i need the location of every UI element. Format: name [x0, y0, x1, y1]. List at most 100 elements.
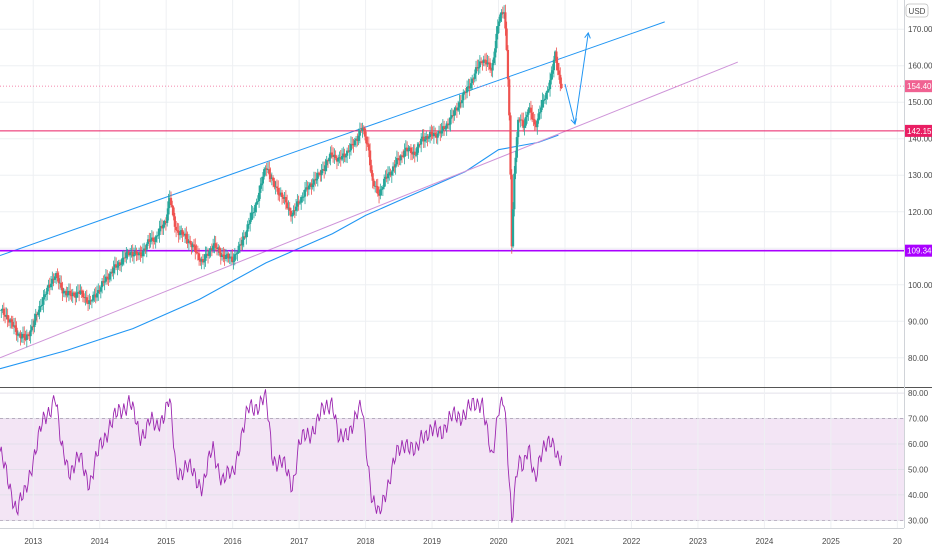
candle-body — [259, 185, 262, 193]
candle — [243, 232, 247, 239]
currency-label[interactable]: USD — [905, 3, 929, 18]
candle-body — [455, 107, 458, 111]
candle-body — [481, 61, 484, 63]
candle — [282, 194, 285, 204]
candle — [464, 87, 467, 100]
candle-body — [367, 144, 370, 151]
candle — [232, 253, 235, 270]
candle-body — [233, 254, 236, 261]
candle-body — [180, 230, 183, 233]
candle — [256, 195, 259, 205]
candle — [23, 326, 26, 345]
candle — [52, 273, 55, 287]
candle-body — [135, 250, 138, 254]
candle — [69, 283, 72, 300]
candle — [155, 231, 159, 243]
time-tick-label: 2018 — [357, 537, 375, 546]
candle-body — [219, 252, 222, 257]
candle-body — [451, 115, 455, 116]
candle-body — [391, 166, 395, 172]
candle — [441, 119, 444, 137]
candle — [89, 295, 92, 306]
candle — [220, 247, 224, 261]
rsi-pane[interactable] — [0, 388, 904, 528]
candle-body — [122, 257, 125, 259]
candle — [362, 125, 365, 135]
candle — [25, 329, 28, 348]
price-tick-label: 80.00 — [908, 354, 929, 363]
candle — [296, 194, 299, 212]
candle-body — [552, 59, 555, 71]
candle — [268, 161, 271, 183]
candle-body — [342, 153, 345, 156]
candle — [274, 181, 277, 195]
rsi-tick-label: 30.00 — [908, 516, 929, 525]
candle — [47, 279, 50, 292]
candle-body — [440, 130, 443, 134]
candle — [192, 239, 196, 251]
candle-body — [121, 257, 124, 265]
candle-body — [92, 294, 95, 301]
candle-body — [10, 319, 13, 322]
candle-body — [291, 214, 294, 217]
candle-body — [270, 177, 273, 179]
candle — [272, 175, 275, 188]
candle — [227, 252, 230, 263]
candle — [445, 121, 448, 136]
candle-body — [360, 130, 363, 131]
candle-body — [178, 232, 182, 236]
candle — [319, 169, 322, 182]
candle — [92, 291, 95, 303]
price-tick-label: 140.00 — [908, 135, 932, 144]
candle — [66, 287, 69, 298]
candle — [205, 246, 208, 258]
candle-body — [556, 62, 559, 71]
candle-body — [69, 290, 72, 296]
candle — [335, 156, 339, 170]
candle — [311, 178, 314, 190]
candle — [361, 122, 364, 138]
candle-body — [483, 59, 487, 61]
candle — [436, 130, 439, 145]
candle — [219, 248, 222, 265]
price-badge-box — [905, 244, 932, 257]
candle-body — [74, 295, 77, 298]
candle — [115, 257, 118, 271]
candle — [557, 62, 561, 80]
candle-body — [348, 150, 351, 152]
candle-body — [551, 70, 554, 74]
candle-body — [273, 180, 276, 187]
candle-body — [339, 157, 342, 160]
candle-body — [167, 201, 170, 215]
candle — [316, 168, 319, 187]
candle — [534, 121, 538, 131]
candle — [20, 331, 23, 343]
candle-body — [310, 183, 313, 188]
candle-body — [217, 247, 220, 250]
price-pane[interactable] — [0, 0, 904, 387]
candle-body — [397, 158, 400, 160]
candle-body — [331, 154, 335, 157]
candle — [104, 269, 108, 285]
candle-body — [266, 169, 270, 170]
candle-body — [363, 128, 367, 137]
candle — [477, 59, 480, 75]
candle — [106, 269, 109, 285]
candle — [111, 266, 114, 277]
candle — [323, 161, 326, 179]
candle — [292, 205, 295, 216]
price-tick-label: 120.00 — [908, 208, 932, 217]
candle-body — [545, 92, 548, 99]
candle-body — [260, 183, 263, 186]
candle-body — [317, 172, 321, 174]
candle-body — [18, 333, 21, 335]
candle-body — [197, 253, 201, 261]
candle-body — [226, 253, 229, 255]
candle-body — [417, 144, 420, 147]
candle — [427, 134, 430, 142]
candle — [288, 202, 291, 216]
candle — [186, 231, 189, 249]
candle — [215, 242, 219, 256]
candle — [154, 235, 157, 249]
